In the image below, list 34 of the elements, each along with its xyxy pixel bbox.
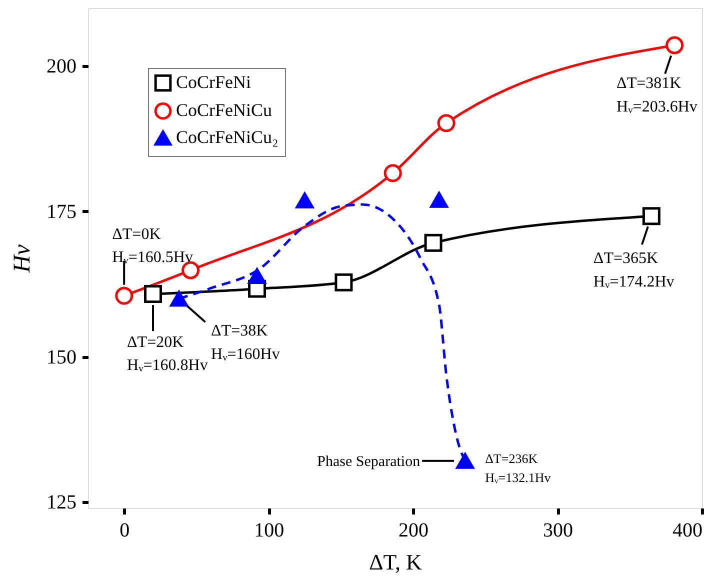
point: [430, 192, 448, 208]
y-tick-label: 125: [46, 492, 76, 514]
point: [456, 452, 474, 469]
point: [144, 285, 162, 304]
point: [248, 268, 266, 284]
x-tick-label: 200: [398, 520, 429, 542]
point: [424, 234, 442, 252]
point: [642, 207, 660, 226]
x-tick-label: 0: [120, 520, 130, 542]
x-tick-label: 400: [672, 520, 702, 542]
point: [115, 286, 134, 305]
annotation: Phase Separation: [317, 454, 421, 470]
point: [170, 290, 188, 307]
x-axis-title: ΔT, K: [369, 550, 422, 574]
annotation: ΔT=38K Hᵥ=160Hv: [211, 322, 280, 363]
point: [437, 114, 456, 132]
legend-label: CoCrFeNiCu₂: [176, 127, 278, 147]
y-tick-label: 175: [46, 200, 76, 223]
point: [666, 36, 684, 54]
annotation: ΔT=236K Hᵥ=132.1Hv: [485, 450, 552, 485]
legend-label: CoCrFeNiCu: [176, 100, 272, 120]
legend-label: CoCrFeNi: [176, 72, 252, 92]
annotation: ΔT=381K Hᵥ=203.6Hv: [616, 75, 698, 116]
y-tick-label: 150: [46, 346, 76, 368]
annotation: ΔT=0K Hᵥ=160.5Hv: [112, 226, 193, 266]
point: [296, 192, 314, 208]
annotation: ΔT=365K Hᵥ=174.2Hv: [593, 250, 674, 290]
point: [334, 273, 353, 292]
y-tick-label: 200: [46, 56, 76, 78]
x-tick-label: 300: [543, 520, 574, 542]
point: [384, 164, 402, 182]
annotation: ΔT=20K Hᵥ=160.8Hv: [127, 334, 208, 374]
x-tick-label: 100: [254, 520, 284, 542]
y-axis-title: Hv: [10, 244, 36, 274]
